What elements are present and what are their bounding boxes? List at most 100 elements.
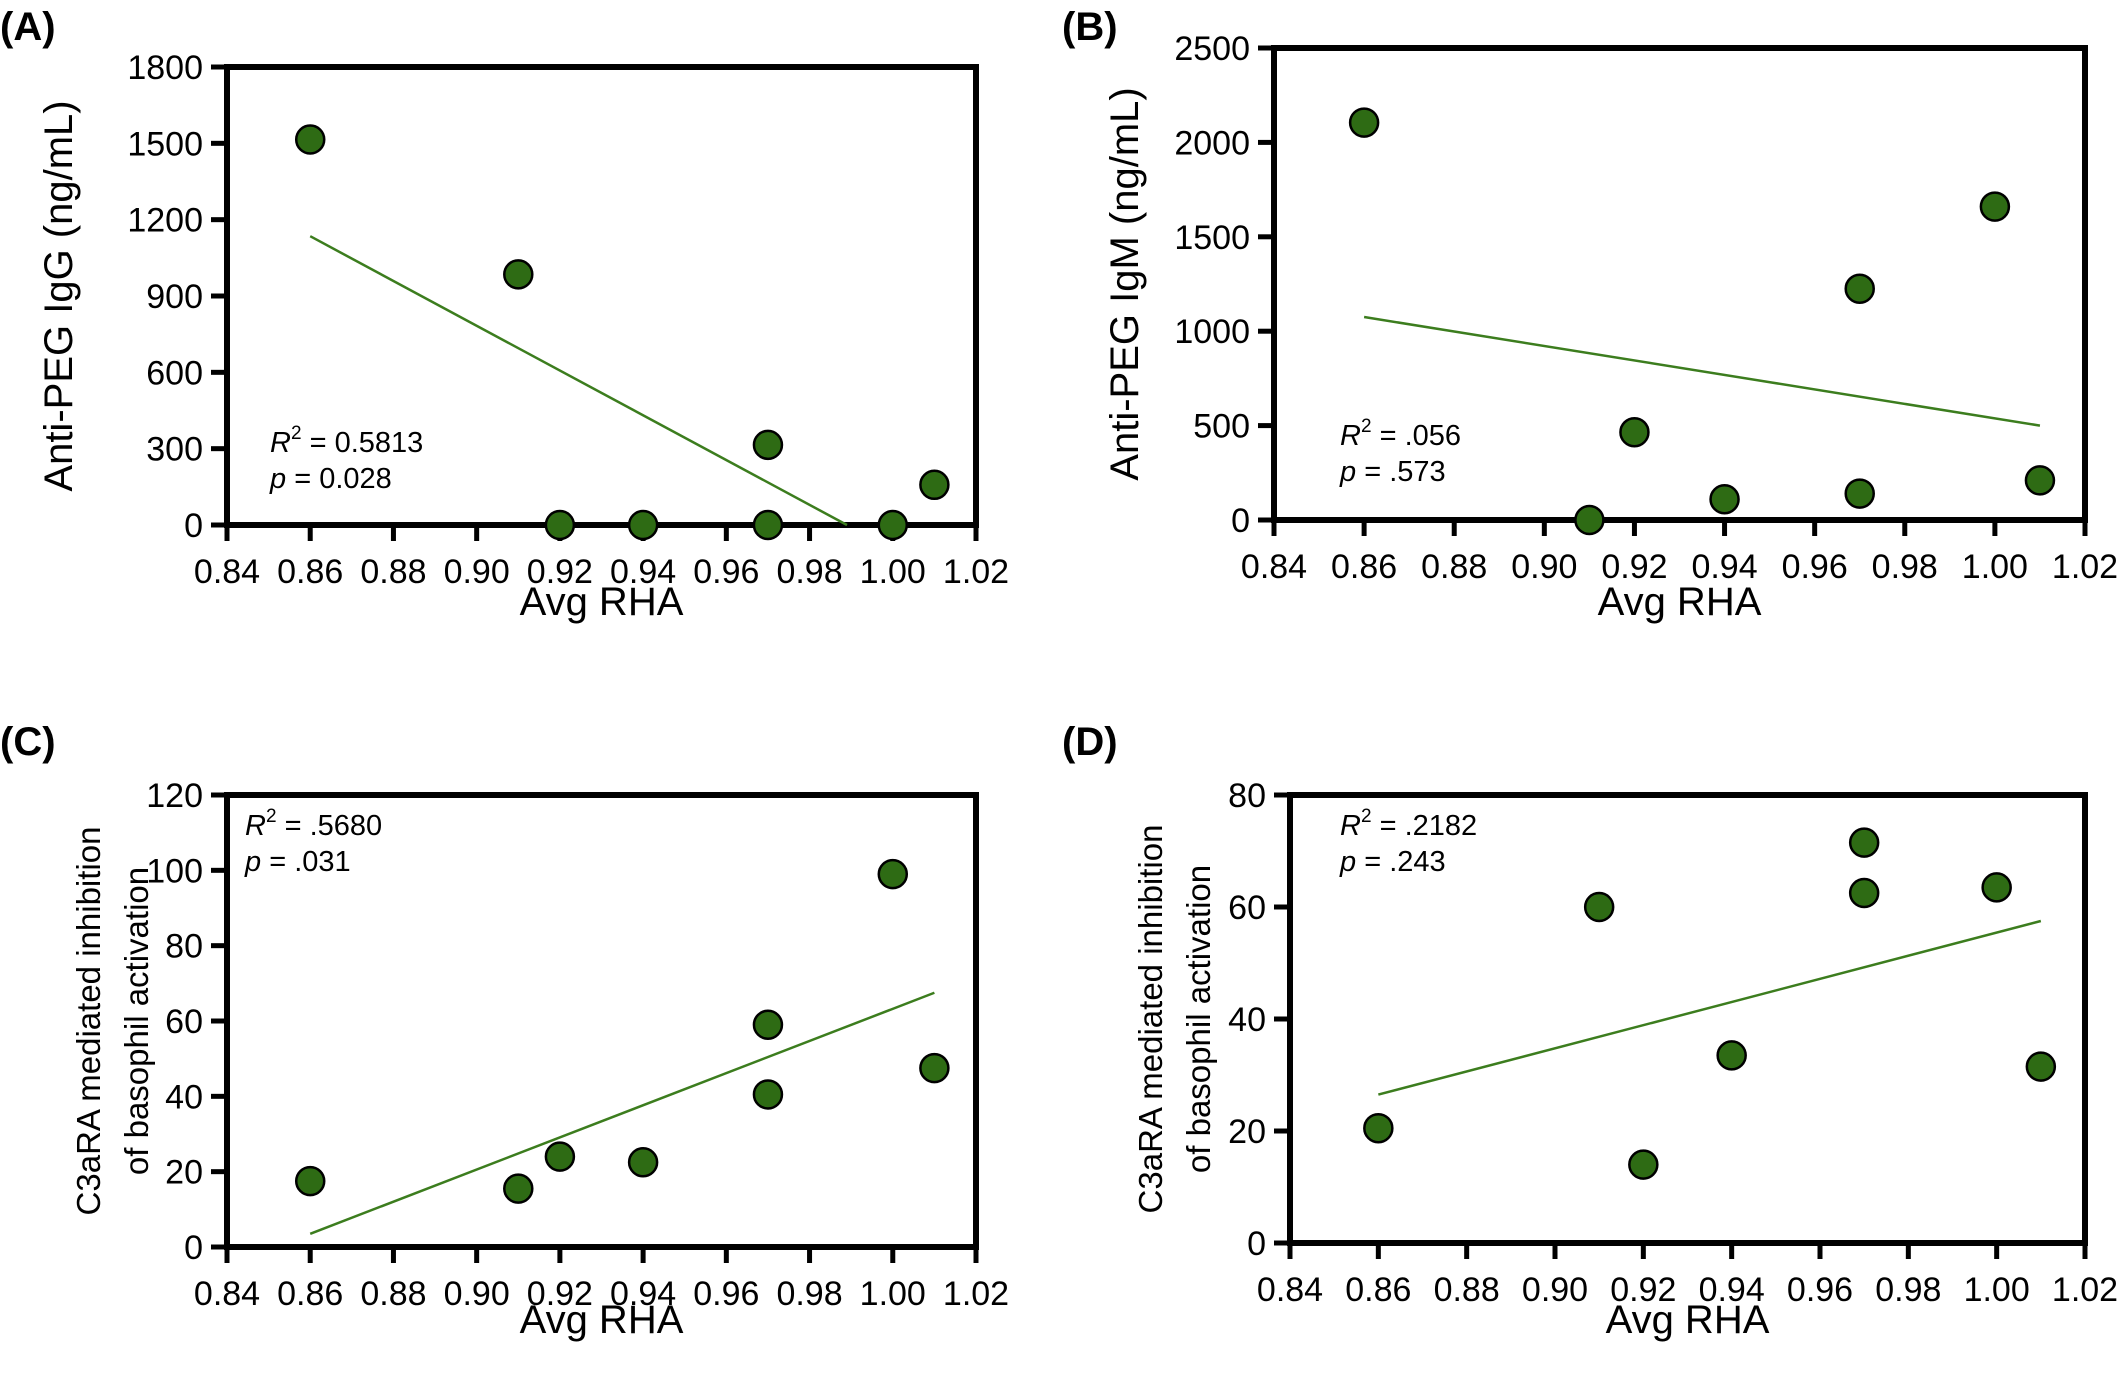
regression-line bbox=[1363, 315, 2041, 427]
p-value-label: p = 0.028 bbox=[269, 463, 392, 495]
x-tick-label: 1.02 bbox=[943, 553, 1009, 591]
data-point bbox=[1583, 891, 1615, 923]
x-axis-title: Avg RHA bbox=[520, 580, 684, 624]
data-point bbox=[1979, 191, 2011, 222]
x-tick-label: 0.84 bbox=[1241, 548, 1307, 586]
y-axis-title-line-2: of basophil activation bbox=[1180, 865, 1217, 1173]
x-tick-label: 0.92 bbox=[527, 553, 593, 591]
y-tick-label: 2000 bbox=[1174, 124, 1250, 162]
y-tick-label: 2500 bbox=[1174, 30, 1250, 68]
x-tick-label: 1.00 bbox=[860, 553, 926, 591]
r-squared-value: = 0.5813 bbox=[302, 427, 424, 459]
p-symbol: p bbox=[244, 846, 261, 878]
data-point bbox=[877, 509, 909, 541]
y-tick-label: 0 bbox=[184, 1229, 203, 1267]
x-axis-title: Avg RHA bbox=[1606, 1298, 1770, 1342]
p-value-label: p = .243 bbox=[1339, 846, 1446, 878]
y-tick-label: 1800 bbox=[127, 49, 203, 87]
y-tick-label: 40 bbox=[1228, 1001, 1266, 1039]
y-tick-label: 1200 bbox=[127, 202, 203, 240]
y-tick-label: 120 bbox=[146, 777, 203, 815]
p-symbol: p bbox=[1339, 456, 1356, 488]
y-tick-label: 0 bbox=[1231, 502, 1250, 540]
p-value-label: p = .031 bbox=[244, 846, 351, 878]
x-tick-label: 0.88 bbox=[360, 553, 426, 591]
x-tick-label: 0.98 bbox=[1875, 1271, 1941, 1309]
x-tick-label: 0.88 bbox=[1421, 548, 1487, 586]
x-tick-label: 0.84 bbox=[194, 553, 260, 591]
data-point bbox=[752, 1079, 784, 1110]
y-tick-label: 100 bbox=[146, 852, 203, 890]
data-point bbox=[1628, 1149, 1659, 1180]
x-tick-label: 1.02 bbox=[2052, 548, 2118, 586]
data-point bbox=[1848, 877, 1880, 909]
data-point bbox=[2025, 1051, 2057, 1082]
x-tick-label: 0.90 bbox=[444, 553, 510, 591]
x-tick-label: 0.92 bbox=[527, 1275, 593, 1313]
y-tick-label: 0 bbox=[1247, 1225, 1266, 1263]
x-tick-label: 0.96 bbox=[1782, 548, 1848, 586]
x-tick-label: 0.90 bbox=[1511, 548, 1577, 586]
p-value: = .031 bbox=[261, 846, 351, 878]
x-tick-label: 0.88 bbox=[360, 1275, 426, 1313]
r-symbol: R bbox=[270, 427, 291, 459]
x-tick-label: 0.96 bbox=[693, 1275, 759, 1313]
data-point bbox=[1574, 504, 1605, 536]
data-point bbox=[294, 1165, 326, 1197]
data-point bbox=[1619, 416, 1650, 448]
regression-line bbox=[309, 991, 935, 1235]
r-squared-superscript: 2 bbox=[266, 806, 277, 827]
r-squared-superscript: 2 bbox=[1361, 806, 1372, 827]
data-point bbox=[2024, 465, 2056, 496]
x-tick-label: 1.00 bbox=[860, 1275, 926, 1313]
y-tick-label: 0 bbox=[184, 507, 203, 545]
y-tick-label: 80 bbox=[165, 928, 203, 966]
data-point bbox=[919, 469, 950, 501]
r-squared-superscript: 2 bbox=[1361, 416, 1372, 437]
x-tick-label: 0.94 bbox=[1691, 548, 1757, 586]
r-symbol: R bbox=[1340, 810, 1361, 842]
data-point bbox=[752, 509, 784, 541]
r-symbol: R bbox=[245, 810, 266, 842]
panel-a: (A) 0.84 0.86 0.88 0.90 0.92 0.94 0.96 0.98 1.00 1… bbox=[0, 5, 1009, 624]
x-axis-title: Avg RHA bbox=[1598, 580, 1762, 624]
r-squared-label: R2 = .5680 bbox=[245, 806, 382, 842]
y-axis-title: Anti-PEG IgM (ng/mL) bbox=[1103, 87, 1147, 480]
x-tick-label: 1.02 bbox=[943, 1275, 1009, 1313]
y-tick-label: 1000 bbox=[1174, 313, 1250, 351]
y-axis-title: C3aRA mediated inhibition bbox=[1132, 825, 1169, 1214]
y-tick-label: 900 bbox=[146, 278, 203, 316]
x-tick-label: 0.86 bbox=[1345, 1271, 1411, 1309]
x-tick-label: 0.94 bbox=[1699, 1271, 1765, 1309]
panel-d: (D) 0.84 0.86 0.88 0.90 0.92 0.94 0.96 0.98 1.00 1… bbox=[1062, 720, 2118, 1342]
p-symbol: p bbox=[1339, 846, 1356, 878]
y-tick-label: 80 bbox=[1228, 777, 1266, 815]
x-tick-label: 0.86 bbox=[277, 553, 343, 591]
x-tick-label: 0.86 bbox=[277, 1275, 343, 1313]
data-point bbox=[1363, 1112, 1394, 1144]
x-tick-label: 0.84 bbox=[1257, 1271, 1323, 1309]
p-value: = .573 bbox=[1356, 456, 1446, 488]
y-tick-label: 20 bbox=[1228, 1113, 1266, 1151]
x-axis-title: Avg RHA bbox=[520, 1298, 684, 1342]
data-point bbox=[544, 1141, 576, 1172]
x-tick-label: 0.86 bbox=[1331, 548, 1397, 586]
x-tick-label: 0.96 bbox=[1787, 1271, 1853, 1309]
p-symbol: p bbox=[269, 463, 286, 495]
x-tick-label: 1.00 bbox=[1964, 1271, 2030, 1309]
panel-letter: (C) bbox=[0, 720, 56, 764]
p-value-label: p = .573 bbox=[1339, 456, 1446, 488]
x-tick-label: 0.94 bbox=[610, 1275, 676, 1313]
panel-b: (B) 0.84 0.86 0.88 0.90 0.92 0.94 0.96 0.98 1.00 1… bbox=[1062, 5, 2118, 624]
panel-letter: (D) bbox=[1062, 720, 1118, 764]
data-point bbox=[1716, 1040, 1747, 1071]
x-tick-label: 0.92 bbox=[1610, 1271, 1676, 1309]
r-squared-label: R2 = 0.5813 bbox=[270, 423, 423, 459]
data-point bbox=[752, 429, 784, 461]
p-value: = 0.028 bbox=[286, 463, 392, 495]
x-tick-label: 0.98 bbox=[776, 1275, 842, 1313]
x-tick-label: 0.94 bbox=[610, 553, 676, 591]
x-tick-label: 0.92 bbox=[1601, 548, 1667, 586]
r-squared-label: R2 = .056 bbox=[1340, 416, 1461, 452]
